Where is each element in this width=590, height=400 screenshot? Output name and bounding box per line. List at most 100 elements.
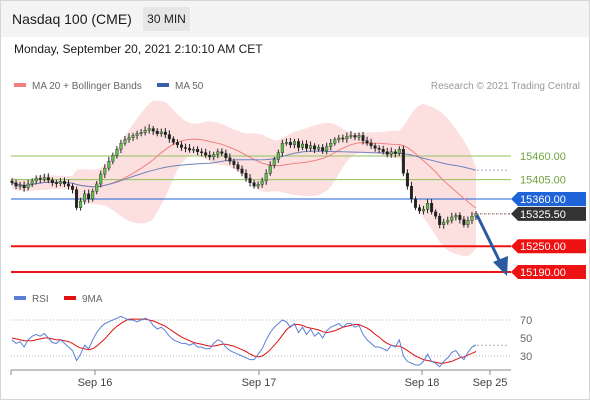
candle-body	[296, 141, 300, 148]
candle-body	[228, 157, 232, 162]
candle-body	[212, 154, 216, 158]
ma20-legend-label: MA 20 + Bollinger Bands	[32, 81, 142, 92]
candle-body	[135, 133, 139, 136]
level-label-4: 15250.00	[520, 241, 566, 253]
candle-body	[83, 193, 87, 202]
candle-body	[155, 130, 159, 134]
candle-body	[413, 198, 417, 208]
ma9-legend-label: 9MA	[82, 294, 103, 305]
level-label-2: 15360.00	[520, 194, 566, 206]
legend-ma50: MA 50	[157, 81, 203, 92]
candle-body	[62, 181, 66, 185]
candle-body	[216, 151, 220, 155]
candle-body	[127, 137, 131, 140]
candle-body	[272, 159, 276, 166]
ma50-swatch	[157, 83, 169, 88]
x-tick-label: Sep 17	[242, 377, 277, 389]
timeframe-button[interactable]: 30 MIN	[143, 7, 190, 31]
candle-body	[426, 203, 430, 210]
candle-body	[179, 144, 183, 148]
candle-body	[288, 142, 292, 146]
candle-body	[268, 165, 272, 174]
candle-body	[10, 180, 14, 183]
rsi-9ma-line	[11, 318, 477, 364]
candle-body	[470, 215, 474, 221]
candle-body	[232, 161, 236, 165]
candle-body	[95, 183, 99, 192]
candle-body	[224, 153, 228, 158]
candle-body	[280, 142, 284, 153]
header-bar: Nasdaq 100 (CME) 30 MIN	[1, 1, 589, 37]
candle-body	[30, 180, 34, 185]
copyright: Research © 2021 Trading Central	[430, 81, 580, 92]
candle-body	[349, 135, 353, 137]
candle-body	[422, 209, 426, 212]
x-tick-label: Sep 25	[473, 377, 508, 389]
candle-body	[79, 200, 83, 208]
candle-body	[248, 178, 252, 183]
candle-body	[119, 142, 123, 150]
candle-body	[345, 136, 349, 140]
candle-body	[466, 220, 470, 225]
candle-body	[103, 167, 107, 175]
rsi-tick-label: 70	[520, 315, 532, 327]
candle-body	[200, 151, 204, 153]
candle-body	[276, 152, 280, 160]
candle-body	[115, 148, 119, 156]
candle-body	[58, 181, 62, 184]
candle-body	[313, 145, 317, 150]
level-label-5: 15190.00	[520, 267, 566, 279]
level-tag-3	[511, 206, 586, 221]
candle-body	[329, 142, 333, 147]
candle-body	[50, 179, 54, 183]
candle-body	[393, 151, 397, 154]
candle-body	[401, 148, 405, 174]
candle-body	[301, 143, 305, 148]
candle-body	[167, 134, 171, 140]
level-label-1: 15405.00	[520, 175, 566, 187]
candle-body	[353, 135, 357, 138]
candle-body	[369, 142, 373, 146]
candle-body	[87, 193, 91, 200]
candle-body	[14, 182, 18, 187]
candle-body	[409, 185, 413, 200]
candle-body	[458, 215, 462, 220]
forecast-arrow-head	[493, 256, 508, 276]
candle-body	[450, 216, 454, 221]
instrument-title: Nasdaq 100 (CME)	[12, 11, 132, 27]
candle-body	[99, 173, 103, 185]
candle-body	[196, 148, 200, 152]
candle-body	[305, 143, 309, 149]
candle-body	[438, 215, 442, 225]
candle-body	[147, 128, 151, 131]
candle-body	[236, 164, 240, 170]
candle-body	[317, 147, 321, 150]
candle-body	[183, 147, 187, 149]
candle-body	[175, 142, 179, 146]
candle-body	[405, 173, 409, 187]
candle-body	[18, 185, 22, 187]
candle-body	[244, 173, 248, 179]
candle-body	[377, 148, 381, 150]
candle-body	[430, 203, 434, 213]
candle-body	[309, 145, 313, 149]
rsi-tick-label: 50	[520, 333, 532, 345]
candle-body	[446, 220, 450, 223]
level-tag-4	[511, 239, 586, 254]
legend-9ma: 9MA	[64, 294, 103, 305]
candle-body	[42, 177, 46, 180]
candle-body	[192, 148, 196, 151]
candle-body	[325, 146, 329, 152]
legend-ma20: MA 20 + Bollinger Bands	[14, 81, 142, 92]
candle-body	[252, 182, 256, 187]
candle-body	[46, 177, 50, 181]
candle-body	[139, 132, 143, 134]
candle-body	[284, 142, 288, 144]
candle-body	[66, 183, 70, 187]
ma20-swatch	[14, 83, 26, 88]
level-tag-5	[511, 265, 586, 279]
timestamp: Monday, September 20, 2021 2:10:10 AM CE…	[14, 42, 263, 56]
candle-body	[163, 131, 167, 135]
candle-body	[54, 182, 58, 184]
